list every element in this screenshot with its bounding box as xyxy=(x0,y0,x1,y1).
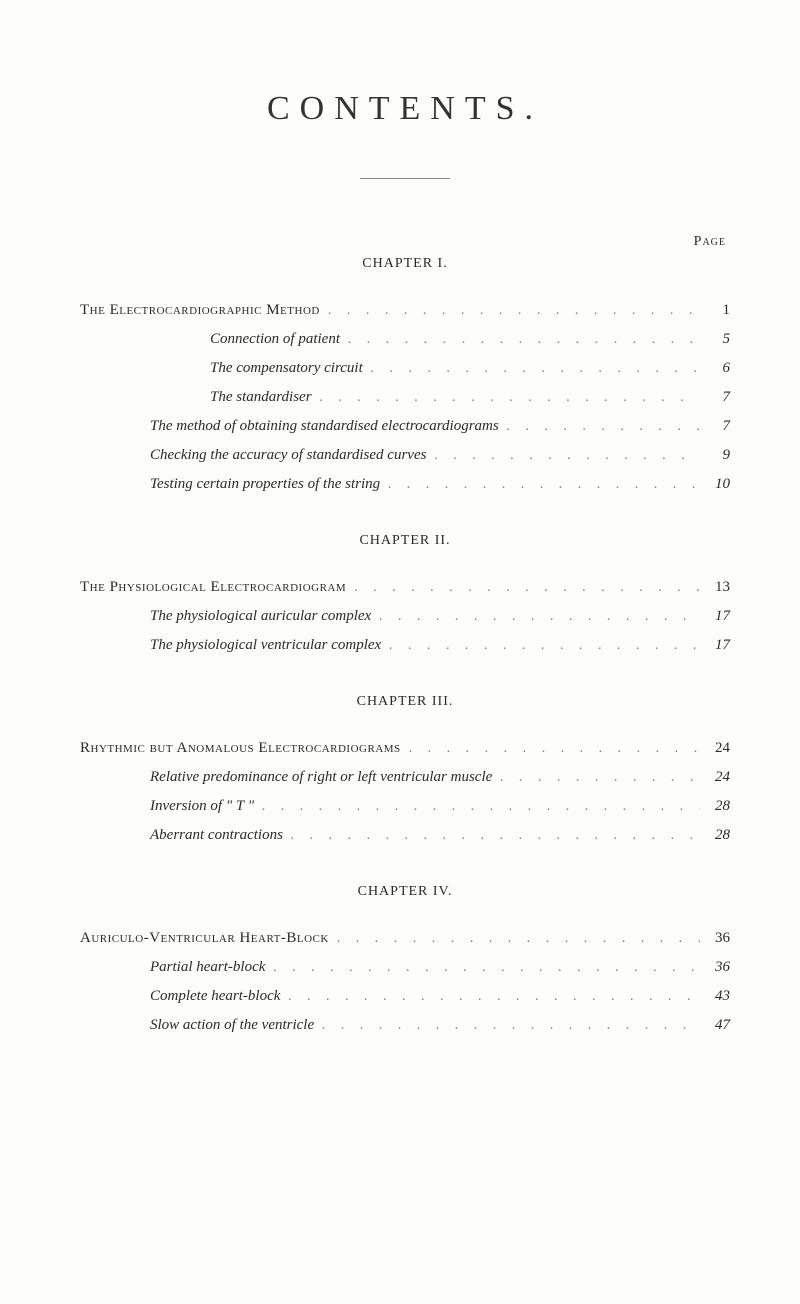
toc-page-number: 36 xyxy=(700,930,730,947)
toc-entry-text: The method of obtaining standardised ele… xyxy=(150,418,499,435)
toc-page-number: 7 xyxy=(700,389,730,406)
toc-line: Rhythmic but Anomalous Electrocardiogram… xyxy=(80,740,730,757)
toc-entry-text: Checking the accuracy of standardised cu… xyxy=(150,447,426,464)
toc-page-number: 5 xyxy=(700,331,730,348)
toc-page-number: 24 xyxy=(700,740,730,757)
toc-page-number: 9 xyxy=(700,447,730,464)
toc-entry-text: The compensatory circuit xyxy=(210,360,363,377)
toc-leader-dots xyxy=(346,580,700,596)
toc-entry-text: The Physiological Electrocardiogram xyxy=(80,579,346,596)
toc-line: The Electrocardiographic Method 1 xyxy=(80,302,730,319)
toc-entry-text: The standardiser xyxy=(210,389,312,406)
toc-entry-text: Complete heart-block xyxy=(150,988,280,1005)
toc-page-number: 1 xyxy=(700,302,730,319)
toc-leader-dots xyxy=(371,609,700,625)
page-title: CONTENTS. xyxy=(80,90,730,128)
toc-leader-dots xyxy=(254,799,700,815)
toc-entry-text: Slow action of the ventricle xyxy=(150,1017,314,1034)
chapter-group: CHAPTER II. The Physiological Electrocard… xyxy=(80,533,730,654)
toc-line: The physiological ventricular complex 17 xyxy=(150,637,730,654)
toc-entry-text: Relative predominance of right or left v… xyxy=(150,769,492,786)
toc-leader-dots xyxy=(312,390,700,406)
toc-entry-text: The physiological ventricular complex xyxy=(150,637,381,654)
toc-page-number: 28 xyxy=(700,798,730,815)
toc-line: Checking the accuracy of standardised cu… xyxy=(150,447,730,464)
toc-page-number: 17 xyxy=(700,608,730,625)
toc-line: Slow action of the ventricle 47 xyxy=(150,1017,730,1034)
toc-leader-dots xyxy=(280,989,700,1005)
toc-leader-dots xyxy=(381,638,700,654)
toc-line: Complete heart-block 43 xyxy=(150,988,730,1005)
toc-line: The standardiser 7 xyxy=(210,389,730,406)
toc-leader-dots xyxy=(426,448,700,464)
toc-leader-dots xyxy=(499,419,700,435)
toc-page-number: 36 xyxy=(700,959,730,976)
page-column-header: Page xyxy=(80,234,730,250)
toc-entry-text: Partial heart-block xyxy=(150,959,265,976)
toc-entry-text: Connection of patient xyxy=(210,331,340,348)
toc-leader-dots xyxy=(320,303,700,319)
toc-page-number: 6 xyxy=(700,360,730,377)
toc-leader-dots xyxy=(329,931,700,947)
toc-leader-dots xyxy=(380,477,700,493)
chapter-group: CHAPTER IV. Auriculo-Ventricular Heart-Bl… xyxy=(80,884,730,1034)
toc-line: The Physiological Electrocardiogram 13 xyxy=(80,579,730,596)
toc-entry-text: Rhythmic but Anomalous Electrocardiogram… xyxy=(80,740,401,757)
toc-line: Aberrant contractions 28 xyxy=(150,827,730,844)
chapter-group: CHAPTER III. Rhythmic but Anomalous Elect… xyxy=(80,694,730,844)
toc-entry-text: Auriculo-Ventricular Heart-Block xyxy=(80,930,329,947)
toc-page-number: 13 xyxy=(700,579,730,596)
toc-leader-dots xyxy=(492,770,700,786)
chapter-group: CHAPTER I. The Electrocardiographic Metho… xyxy=(80,256,730,493)
toc-line: Testing certain properties of the string… xyxy=(150,476,730,493)
toc-page-number: 47 xyxy=(700,1017,730,1034)
toc-entry-text: Testing certain properties of the string xyxy=(150,476,380,493)
toc-leader-dots xyxy=(340,332,700,348)
toc-entry-text: Aberrant contractions xyxy=(150,827,283,844)
toc-entry-text: The Electrocardiographic Method xyxy=(80,302,320,319)
toc-leader-dots xyxy=(283,828,700,844)
toc-page-number: 17 xyxy=(700,637,730,654)
chapter-label: CHAPTER II. xyxy=(80,533,730,549)
toc-line: Partial heart-block 36 xyxy=(150,959,730,976)
toc-leader-dots xyxy=(314,1018,700,1034)
chapter-label: CHAPTER IV. xyxy=(80,884,730,900)
toc-entry-text: Inversion of " T " xyxy=(150,798,254,815)
toc-entry-text: The physiological auricular complex xyxy=(150,608,371,625)
toc-line: Connection of patient 5 xyxy=(210,331,730,348)
toc-line: Relative predominance of right or left v… xyxy=(150,769,730,786)
toc-leader-dots xyxy=(363,361,700,377)
toc-leader-dots xyxy=(401,741,700,757)
toc-line: Inversion of " T " 28 xyxy=(150,798,730,815)
chapter-label: CHAPTER I. xyxy=(80,256,730,272)
toc-page-number: 43 xyxy=(700,988,730,1005)
toc-line: The method of obtaining standardised ele… xyxy=(150,418,730,435)
toc-line: The physiological auricular complex 17 xyxy=(150,608,730,625)
chapters-container: CHAPTER I. The Electrocardiographic Metho… xyxy=(80,256,730,1034)
toc-leader-dots xyxy=(265,960,700,976)
toc-page-number: 10 xyxy=(700,476,730,493)
toc-page-number: 24 xyxy=(700,769,730,786)
chapter-label: CHAPTER III. xyxy=(80,694,730,710)
toc-page-number: 28 xyxy=(700,827,730,844)
toc-page-number: 7 xyxy=(700,418,730,435)
title-divider xyxy=(360,178,450,179)
toc-line: The compensatory circuit 6 xyxy=(210,360,730,377)
toc-line: Auriculo-Ventricular Heart-Block 36 xyxy=(80,930,730,947)
